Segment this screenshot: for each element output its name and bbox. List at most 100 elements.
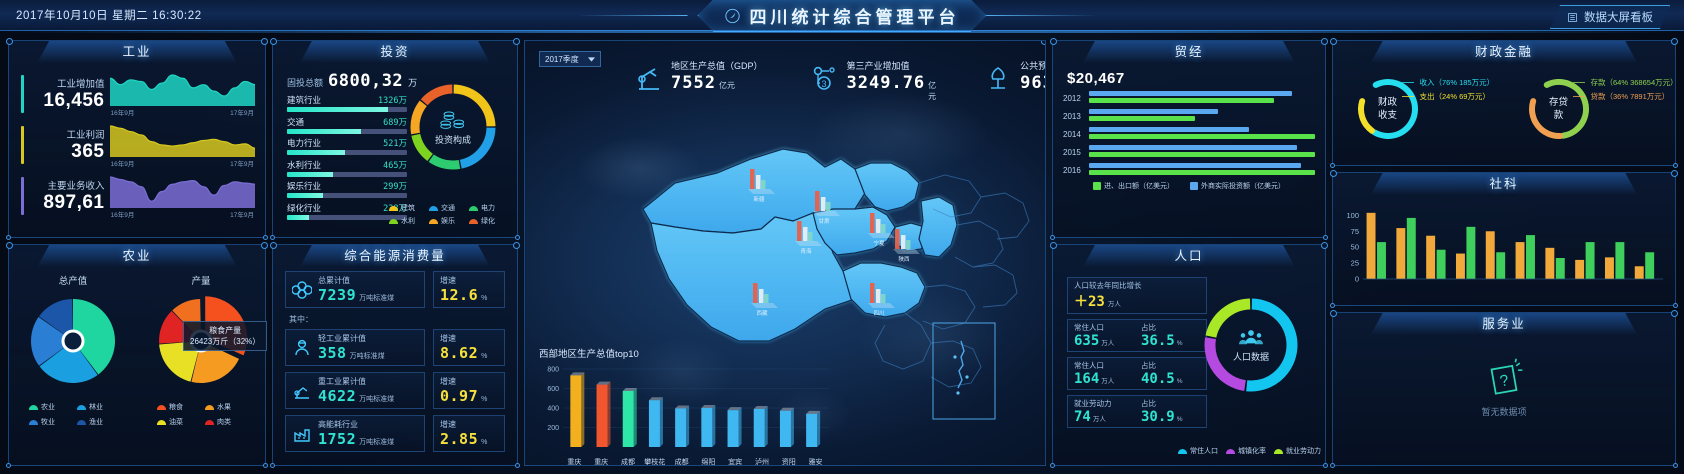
- finance-callouts: 存款（64% 368654万元） 贷款（36% 7891万元）: [1572, 77, 1678, 105]
- data-board-button[interactable]: 数据大屏看板: [1550, 5, 1670, 29]
- province-marker[interactable]: 青海: [795, 221, 822, 255]
- social-bar[interactable]: [1575, 259, 1585, 279]
- donut-segment[interactable]: [420, 84, 453, 106]
- province-marker[interactable]: 新疆: [748, 169, 775, 203]
- social-bar[interactable]: [1455, 253, 1465, 279]
- province-marker[interactable]: 宁夏: [868, 213, 895, 247]
- donut-segment[interactable]: [411, 133, 434, 161]
- social-bar[interactable]: [1645, 252, 1655, 279]
- mini-bar[interactable]: [701, 405, 716, 447]
- pie-slice[interactable]: [73, 299, 115, 375]
- social-bar[interactable]: [1426, 235, 1436, 279]
- industry-area-chart[interactable]: 16年9月 17年9月: [109, 123, 255, 168]
- period-selector[interactable]: 2017季度: [539, 51, 601, 67]
- mini-bar[interactable]: [570, 372, 585, 447]
- social-bar[interactable]: [1526, 235, 1535, 279]
- province-marker-label: 宁夏: [873, 239, 885, 247]
- finance-ring-chart[interactable]: [1525, 75, 1593, 143]
- mini-bar[interactable]: [675, 405, 690, 447]
- social-bar[interactable]: [1406, 217, 1416, 279]
- trade-year-label: 2014: [1063, 129, 1081, 139]
- province-shaanxi[interactable]: [918, 196, 958, 258]
- legend-label: 进、出口额（亿美元）: [1104, 183, 1174, 190]
- finance-ring-segment[interactable]: [1528, 98, 1563, 139]
- province-sichuan[interactable]: [842, 262, 926, 318]
- province-marker[interactable]: 西藏: [751, 283, 778, 317]
- social-bar[interactable]: [1615, 242, 1625, 279]
- industry-axis: 16年9月 17年9月: [110, 106, 256, 117]
- agri-total-pie-chart[interactable]: [21, 289, 125, 393]
- trade-bar[interactable]: [1089, 98, 1275, 103]
- social-bar[interactable]: [1515, 242, 1525, 279]
- donut-segment[interactable]: [1204, 337, 1247, 392]
- population-count-valuerow: 635 万人: [1074, 333, 1133, 349]
- population-header: 人口: [1053, 245, 1325, 271]
- legend-item: 水利: [389, 216, 429, 226]
- mini-bar-chart[interactable]: 200 400 600 800 重庆 重庆 成都 攀枝花 成都 绵阳 宜宾 泸州 资阳 雅安: [533, 363, 833, 466]
- mini-bar[interactable]: [779, 407, 794, 447]
- mini-bar[interactable]: [622, 387, 637, 447]
- factory-icon: [294, 428, 310, 442]
- mini-bar[interactable]: [596, 381, 611, 447]
- industry-area-chart[interactable]: 16年9月 17年9月: [109, 72, 256, 117]
- province-gansu[interactable]: [854, 162, 920, 212]
- trade-bar[interactable]: [1089, 145, 1297, 150]
- mini-bar[interactable]: [806, 410, 821, 447]
- population-share: 占比 36.5%: [1141, 322, 1200, 349]
- finance-ring-segment[interactable]: [1357, 98, 1375, 134]
- finance-ring-segment[interactable]: [1543, 79, 1589, 139]
- donut-segment[interactable]: [1205, 298, 1251, 338]
- mini-bar[interactable]: [753, 405, 768, 447]
- investment-item-head: 交通 689万: [287, 116, 407, 128]
- pie-slice[interactable]: [31, 317, 73, 366]
- industry-area-chart[interactable]: 16年9月 17年9月: [109, 174, 255, 219]
- donut-segment[interactable]: [459, 127, 496, 169]
- investment-donut-chart[interactable]: [405, 79, 501, 175]
- social-bar[interactable]: [1466, 226, 1476, 279]
- social-bar[interactable]: [1634, 266, 1644, 279]
- trade-bar[interactable]: [1089, 127, 1250, 132]
- mini-bar[interactable]: [648, 397, 663, 447]
- social-bar[interactable]: [1555, 258, 1565, 279]
- social-bar[interactable]: [1436, 249, 1446, 279]
- energy-rate-label: 增速: [440, 334, 456, 343]
- trade-bar[interactable]: [1089, 134, 1315, 139]
- social-bar[interactable]: [1485, 231, 1495, 279]
- donut-segment[interactable]: [428, 154, 461, 170]
- social-bar-chart[interactable]: 100 75 50 25 0: [1337, 201, 1669, 293]
- mini-bar[interactable]: [727, 407, 742, 447]
- social-bar[interactable]: [1604, 257, 1614, 279]
- population-donut-label: 人口数据: [1232, 352, 1269, 362]
- social-bar[interactable]: [1496, 252, 1506, 279]
- social-bar[interactable]: [1545, 247, 1555, 279]
- donut-segment[interactable]: [410, 100, 427, 135]
- pie-slice[interactable]: [39, 299, 73, 341]
- social-bar[interactable]: [1585, 242, 1595, 279]
- trade-bar[interactable]: [1089, 109, 1218, 114]
- social-bar[interactable]: [1366, 212, 1376, 279]
- pie-slice[interactable]: [159, 341, 201, 382]
- energy-metric-body: 高能耗行业 1752 万吨标准煤: [318, 419, 394, 448]
- finance-ring-center: 存贷款: [1525, 75, 1593, 143]
- legend-item: 牧业: [29, 417, 69, 427]
- trade-bar[interactable]: [1089, 170, 1315, 175]
- donut-segment[interactable]: [453, 84, 496, 127]
- investment-item-track: [287, 214, 407, 220]
- social-bar[interactable]: [1377, 242, 1386, 279]
- pie-slice[interactable]: [39, 341, 98, 383]
- population-donut-chart[interactable]: [1199, 293, 1303, 397]
- finance-ring-chart[interactable]: [1354, 75, 1422, 143]
- trade-bar[interactable]: [1089, 152, 1315, 157]
- finance-ring-segment[interactable]: [1370, 79, 1418, 139]
- donut-segment[interactable]: [1246, 298, 1298, 392]
- province-marker[interactable]: 四川: [868, 283, 895, 317]
- province-marker[interactable]: 陕西: [893, 229, 920, 263]
- mini-chart-xtick: 绵阳: [701, 459, 716, 466]
- trade-bar[interactable]: [1089, 163, 1302, 168]
- panel-industry: 工业 工业增加值 16,456 16年9月 17年9月 工业利润 365 16年9月 17年9…: [6, 38, 268, 240]
- trade-bar[interactable]: [1089, 91, 1293, 96]
- trade-bar[interactable]: [1089, 116, 1196, 121]
- province-marker[interactable]: 甘肃: [813, 191, 840, 225]
- social-bar[interactable]: [1396, 228, 1406, 279]
